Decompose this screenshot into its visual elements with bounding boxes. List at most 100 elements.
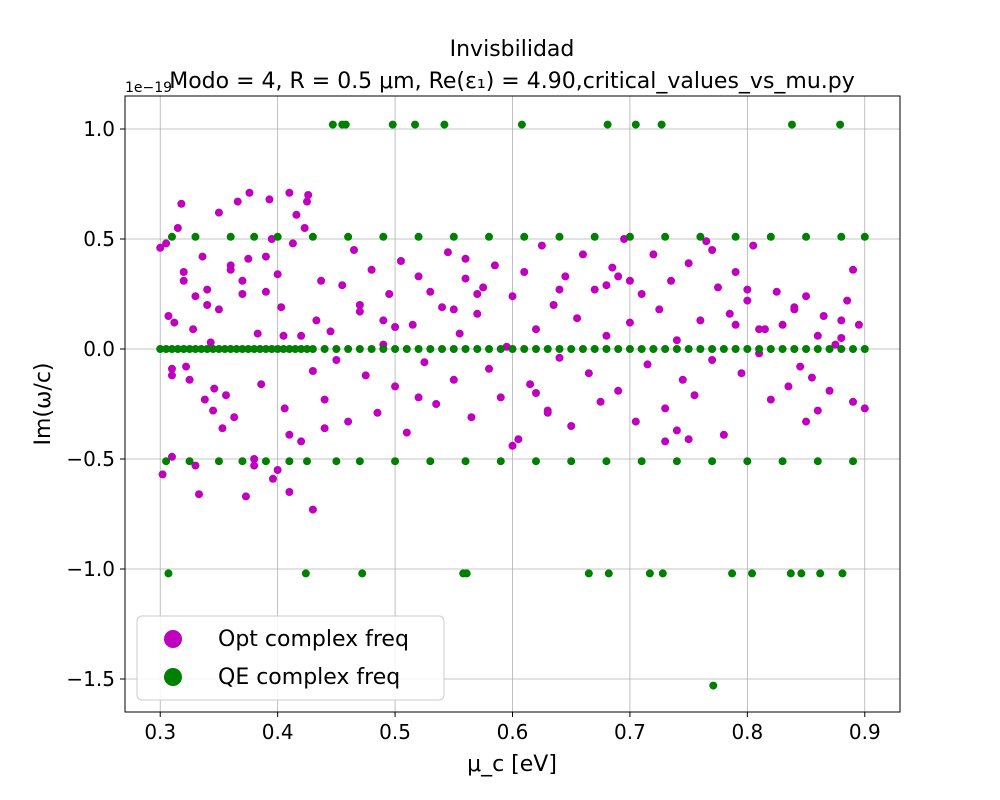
y-tick-label: 1.0 [83,117,115,141]
qe-point [367,345,376,353]
opt-point [158,470,167,479]
qe-point [657,120,666,129]
qe-point [578,345,587,353]
opt-point [408,320,417,329]
opt-point [467,413,476,422]
qe-point [728,569,737,578]
qe-point [696,232,705,241]
qe-point [614,345,623,353]
opt-point [643,360,652,369]
qe-point [604,569,613,578]
legend-label-opt: Opt complex freq [218,627,409,652]
opt-point [253,329,262,338]
opt-point [438,303,447,312]
opt-point [649,250,658,259]
opt-point [185,375,194,384]
qe-point [344,345,353,353]
opt-point [655,305,664,314]
opt-point [455,329,464,338]
qe-point [766,345,775,353]
opt-point [490,261,499,270]
qe-point [414,232,423,241]
opt-point [203,285,212,294]
opt-point [277,303,286,312]
qe-point [320,345,329,353]
opt-point [590,285,599,294]
opt-point [731,320,740,329]
opt-point [285,488,294,496]
opt-point [667,276,676,285]
opt-point [737,369,746,378]
qe-point [555,345,564,353]
legend: Opt complex freq QE complex freq [136,615,445,701]
opt-point [514,435,523,444]
qe-point [273,232,282,241]
opt-point [203,301,212,309]
opt-point [257,380,266,389]
opt-point [631,417,640,426]
qe-point [731,232,740,241]
opt-point [218,424,227,433]
opt-point [226,265,235,274]
qe-point [860,232,869,241]
legend-box [136,615,445,701]
opt-point [802,417,811,426]
qe-point [731,345,740,353]
opt-point [508,292,517,301]
opt-point [265,195,274,204]
qe-point [297,345,306,353]
opt-point [268,474,277,483]
opt-point [461,274,470,283]
opt-point [297,437,306,446]
opt-point [288,239,297,248]
opt-point [233,197,242,206]
opt-point [526,380,535,389]
opt-point [766,395,775,404]
qe-point [709,681,718,690]
opt-point [825,386,834,395]
qe-point [708,345,717,353]
qe-point [787,120,796,129]
opt-point [191,461,200,470]
qe-point [426,457,435,466]
x-axis-ticks: 0.3 0.4 0.5 0.6 0.7 0.8 0.9 [144,712,881,744]
opt-point [520,268,529,276]
qe-point [156,345,165,353]
opt-point [578,250,587,259]
qe-point [531,345,540,353]
opt-point [304,191,313,199]
qe-point [303,345,312,353]
opt-point [813,331,822,340]
opt-point [332,356,341,364]
x-tick-label: 0.4 [262,720,294,744]
qe-point [755,345,764,353]
opt-point [297,331,306,340]
opt-point [214,305,223,314]
opt-point [725,309,734,318]
opt-point [338,281,347,290]
opt-point [543,408,552,417]
qe-point [708,457,717,466]
qe-point [291,345,300,353]
opt-point [230,413,239,422]
opt-point [194,490,203,499]
opt-point [326,327,335,336]
qe-point [797,569,806,578]
opt-point [807,373,816,382]
qe-point [849,345,858,353]
opt-point [479,283,488,292]
opt-point [261,287,270,296]
opt-point [191,292,200,301]
qe-point [802,232,811,241]
opt-point [164,312,173,320]
qe-point [164,569,173,578]
opt-point [167,364,176,373]
opt-point [173,224,182,232]
opt-point [690,391,699,400]
qe-point [162,457,171,466]
qe-point [485,345,494,353]
qe-point [837,232,846,241]
opt-point [182,362,191,371]
legend-label-qe: QE complex freq [218,665,400,690]
qe-point [341,120,350,129]
